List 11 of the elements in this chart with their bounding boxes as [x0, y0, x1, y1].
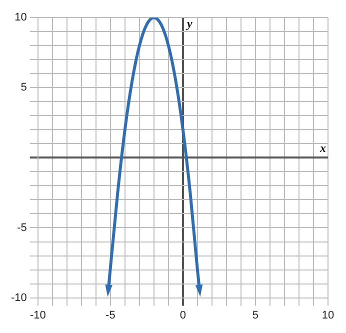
y-tick-label: 5	[20, 82, 27, 94]
x-tick-label: 10	[322, 309, 334, 322]
y-tick-label: 10	[14, 12, 27, 24]
y-tick-label: -10	[10, 292, 27, 304]
x-tick-label: -10	[30, 309, 46, 322]
x-tick-label: 0	[180, 309, 186, 322]
y-tick-label: -5	[17, 222, 27, 234]
x-tick-label: -5	[106, 309, 116, 322]
y-axis-title: y	[184, 16, 193, 31]
x-tick-label: 5	[252, 309, 259, 322]
x-axis-title: x	[319, 140, 326, 155]
